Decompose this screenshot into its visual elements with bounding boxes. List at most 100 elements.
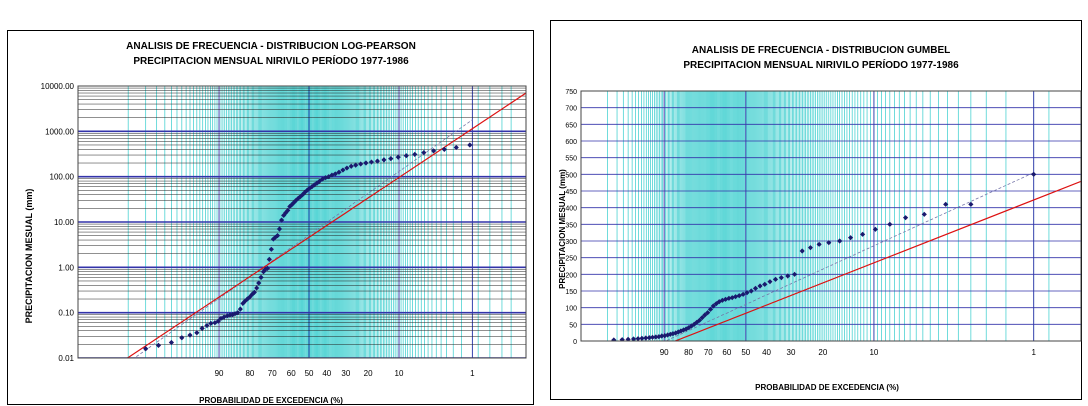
data-point	[274, 233, 281, 239]
y-tick-label: 100	[565, 306, 577, 313]
fit-line	[126, 92, 526, 358]
data-point	[649, 334, 656, 340]
y-tick-label: 0.10	[58, 309, 74, 318]
y-tick-label: 250	[565, 256, 577, 263]
data-point	[340, 167, 346, 173]
y-tick-label: 100.00	[50, 173, 75, 182]
data-point	[421, 149, 427, 156]
data-point	[240, 300, 246, 307]
data-point	[807, 245, 814, 251]
data-point	[319, 176, 326, 182]
data-point	[358, 161, 364, 167]
y-tick-label: 1.00	[58, 263, 74, 272]
data-point	[208, 320, 214, 326]
x-tick-label: 30	[341, 369, 350, 378]
data-point	[179, 335, 185, 341]
data-point	[441, 146, 447, 152]
data-point	[204, 322, 210, 329]
y-tick-label: 400	[565, 206, 577, 213]
y-tick-label: 50	[569, 322, 577, 329]
x-tick-label: 1	[470, 369, 475, 378]
chart-panel-gumbel: ANALISIS DE FRECUENCIA - DISTRIBUCION GU…	[550, 20, 1082, 400]
x-tick-label: 20	[818, 348, 827, 357]
data-point	[215, 318, 221, 324]
x-tick-label: 20	[364, 369, 373, 378]
x-tick-label: 60	[722, 348, 731, 357]
y-tick-label: 0.01	[58, 354, 74, 363]
data-point	[329, 172, 335, 178]
chart-subtitle: PRECIPITACION MENSUAL NIRIVILO PERÍODO 1…	[133, 54, 409, 67]
data-point	[232, 311, 238, 317]
x-tick-label: 90	[660, 348, 669, 357]
y-tick-label: 300	[565, 239, 577, 246]
data-point	[412, 151, 418, 157]
data-point	[237, 306, 243, 312]
y-tick-label: 450	[565, 189, 577, 196]
data-point	[235, 310, 241, 316]
data-point	[705, 310, 711, 316]
x-tick-label: 50	[741, 348, 750, 357]
data-point	[229, 312, 236, 318]
y-tick-label: 600	[565, 139, 577, 146]
y-tick-label: 10000.00	[41, 82, 75, 91]
y-tick-label: 350	[565, 222, 577, 229]
data-point	[278, 217, 285, 223]
y-tick-label: 750	[565, 89, 577, 96]
x-tick-label: 80	[245, 369, 254, 378]
x-tick-label: 90	[215, 369, 224, 378]
y-tick-label: 150	[565, 289, 577, 296]
data-point	[276, 226, 283, 232]
plot-border	[77, 85, 527, 359]
data-point	[368, 159, 375, 165]
data-point	[653, 334, 659, 340]
data-point	[837, 238, 843, 244]
data-point	[403, 153, 409, 159]
data-point	[283, 210, 289, 216]
data-point	[872, 226, 878, 232]
chart-subtitle: PRECIPITACION MENSUAL NIRIVILO PERÍODO 1…	[683, 58, 959, 71]
x-tick-label: 40	[762, 348, 771, 357]
y-tick-label: 700	[565, 106, 577, 113]
fit-line	[673, 180, 1081, 341]
data-point	[921, 211, 927, 217]
data-point	[291, 199, 297, 206]
x-axis-label: PROBABILIDAD DE EXCEDENCIA (%)	[755, 383, 899, 392]
data-point	[155, 342, 162, 348]
data-point	[218, 315, 224, 321]
data-point	[348, 163, 354, 169]
data-point	[353, 162, 359, 168]
data-point	[968, 201, 974, 207]
data-point	[336, 169, 342, 175]
chart-gumbel: ANALISIS DE FRECUENCIA - DISTRIBUCION GU…	[558, 45, 1082, 392]
y-axis-label: PRECIPITACION MESUAL (mm)	[558, 169, 567, 289]
data-point	[902, 215, 909, 221]
data-point	[625, 336, 631, 341]
data-point	[635, 336, 641, 341]
chart-title: ANALISIS DE FRECUENCIA - DISTRIBUCION LO…	[126, 41, 416, 52]
data-point	[630, 336, 637, 341]
data-point	[326, 174, 332, 180]
y-tick-label: 200	[565, 272, 577, 279]
chart-title: ANALISIS DE FRECUENCIA - DISTRIBUCION GU…	[692, 45, 951, 56]
data-point	[1031, 171, 1037, 177]
data-point	[262, 266, 268, 273]
data-point	[611, 337, 617, 341]
data-point	[619, 337, 625, 341]
plot-area	[581, 91, 1081, 341]
x-tick-label: 30	[787, 348, 796, 357]
x-tick-label: 40	[322, 369, 331, 378]
x-tick-label: 80	[684, 348, 693, 357]
data-point	[194, 330, 200, 336]
chart-log-pearson: ANALISIS DE FRECUENCIA - DISTRIBUCION LO…	[24, 41, 527, 405]
y-tick-label: 550	[565, 156, 577, 163]
plot-border	[580, 90, 1082, 342]
data-point	[256, 280, 262, 286]
data-point	[344, 165, 350, 171]
data-point	[388, 156, 394, 162]
y-axis-label: PRECIPITACION MESUAL (mm)	[24, 189, 34, 324]
data-point	[799, 248, 805, 254]
data-point	[268, 246, 275, 252]
data-point	[187, 332, 193, 338]
data-point	[199, 325, 205, 331]
x-tick-label: 10	[869, 348, 878, 357]
